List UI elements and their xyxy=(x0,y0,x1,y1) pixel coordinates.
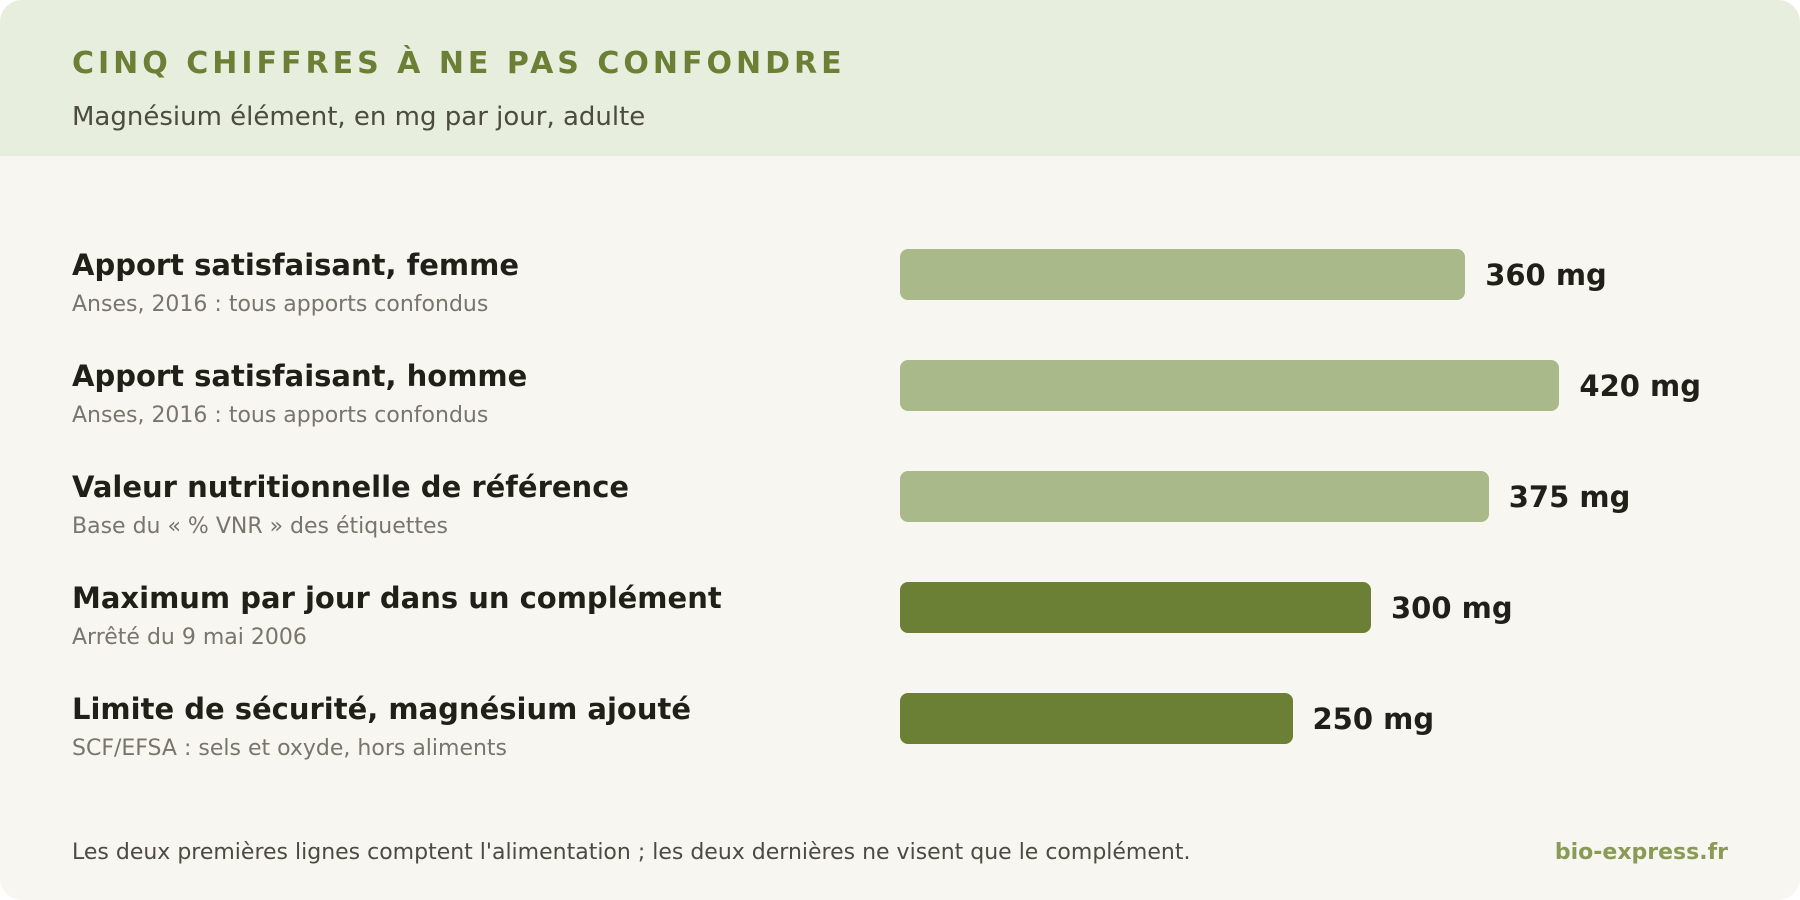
bar xyxy=(900,693,1293,744)
bar-row: Apport satisfaisant, homme Anses, 2016 : … xyxy=(0,359,1800,459)
bar-row: Maximum par jour dans un complément Arrêt… xyxy=(0,581,1800,681)
chart-subtitle: Magnésium élément, en mg par jour, adult… xyxy=(72,102,646,132)
category-label: Apport satisfaisant, femme xyxy=(72,248,520,282)
bar-row: Apport satisfaisant, femme Anses, 2016 : … xyxy=(0,248,1800,348)
category-label: Valeur nutritionnelle de référence xyxy=(72,470,630,504)
category-label: Apport satisfaisant, homme xyxy=(72,359,528,393)
category-source: Arrêté du 9 mai 2006 xyxy=(72,625,307,650)
header-band: CINQ CHIFFRES À NE PAS CONFONDRE Magnési… xyxy=(0,0,1800,156)
footnote: Les deux premières lignes comptent l'ali… xyxy=(72,840,1191,865)
bar xyxy=(900,471,1489,522)
bar-value-label: 420 mg xyxy=(1579,369,1701,403)
bar-value-label: 250 mg xyxy=(1312,702,1435,736)
category-label: Limite de sécurité, magnésium ajouté xyxy=(72,692,692,726)
bar-value-label: 375 mg xyxy=(1508,480,1631,514)
category-source: SCF/EFSA : sels et oxyde, hors aliments xyxy=(72,736,508,761)
brand-label: bio-express.fr xyxy=(1554,840,1728,865)
bar-row: Valeur nutritionnelle de référence Base d… xyxy=(0,470,1800,570)
bar-value-label: 360 mg xyxy=(1485,258,1607,292)
category-source: Anses, 2016 : tous apports confondus xyxy=(72,292,489,317)
bar-row: Limite de sécurité, magnésium ajouté SCF/… xyxy=(0,692,1800,792)
bar-value-label: 300 mg xyxy=(1391,591,1513,625)
bar xyxy=(900,582,1371,633)
category-source: Base du « % VNR » des étiquettes xyxy=(72,514,448,539)
bar xyxy=(900,360,1560,411)
category-source: Anses, 2016 : tous apports confondus xyxy=(72,403,489,428)
bar xyxy=(900,249,1466,300)
chart-title: CINQ CHIFFRES À NE PAS CONFONDRE xyxy=(72,46,846,81)
category-label: Maximum par jour dans un complément xyxy=(72,581,722,615)
